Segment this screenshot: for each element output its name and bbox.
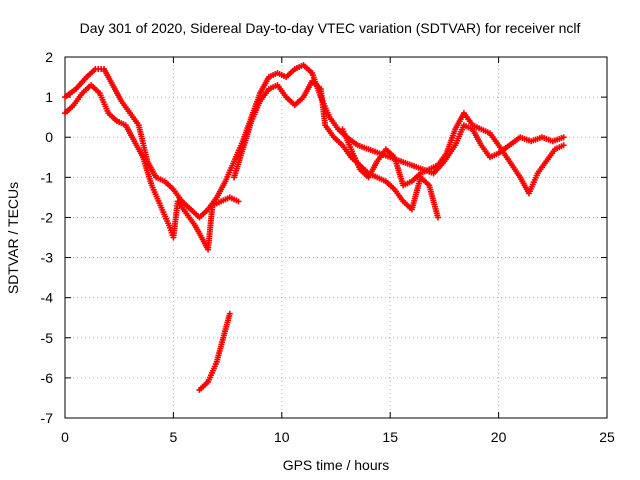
data-point — [235, 198, 242, 205]
plot-frame — [64, 56, 608, 419]
y-tick-label: -7 — [41, 410, 54, 426]
y-tick-label: -4 — [41, 290, 54, 306]
x-tick-label: 15 — [382, 429, 398, 445]
series-track-4 — [231, 78, 441, 221]
x-tick-label: 0 — [61, 429, 69, 445]
y-axis-label: SDTVAR / TECUs — [5, 182, 21, 294]
y-tick-label: 0 — [45, 129, 53, 145]
data-point — [226, 310, 233, 317]
y-tick-label: -5 — [41, 330, 54, 346]
series-track-2 — [62, 82, 242, 253]
x-tick-label: 25 — [599, 429, 615, 445]
x-tick-label: 20 — [491, 429, 507, 445]
y-tick-label: -2 — [41, 209, 54, 225]
chart-title: Day 301 of 2020, Sidereal Day-to-day VTE… — [80, 20, 581, 36]
data-points — [62, 62, 567, 393]
data-point — [560, 142, 567, 149]
x-axis-label: GPS time / hours — [283, 457, 390, 473]
data-point — [434, 214, 441, 221]
series-track-3 — [196, 310, 233, 393]
x-tick-label: 10 — [274, 429, 290, 445]
y-tick-label: 1 — [45, 89, 53, 105]
grid-lines — [65, 57, 607, 418]
y-tick-label: 2 — [45, 49, 53, 65]
series-track-5 — [339, 110, 567, 197]
series-track-1 — [62, 62, 567, 221]
y-tick-label: -6 — [41, 370, 54, 386]
y-tick-label: -3 — [41, 250, 54, 266]
data-point — [560, 134, 567, 141]
x-tick-label: 5 — [170, 429, 178, 445]
y-tick-label: -1 — [41, 169, 54, 185]
